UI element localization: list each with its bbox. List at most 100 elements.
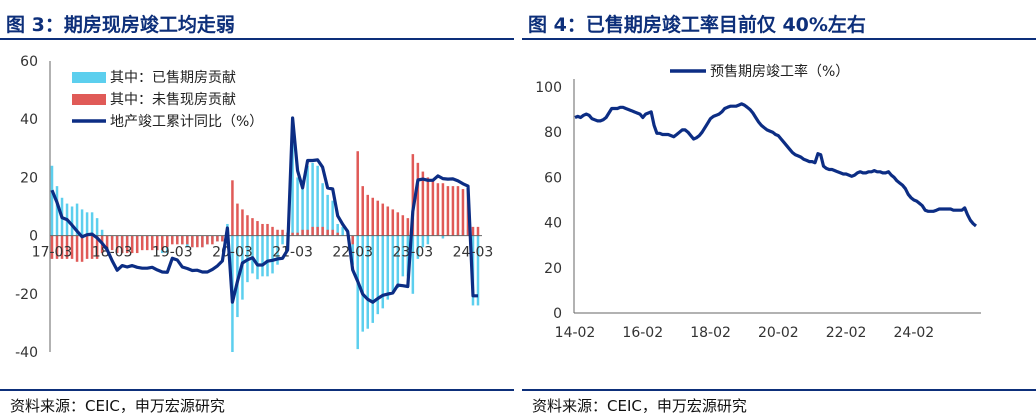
left-bar-unsold — [331, 229, 334, 236]
left-bar-unsold — [351, 235, 354, 245]
left-bar-unsold — [216, 235, 219, 242]
left-y-tick-label: -40 — [15, 345, 38, 361]
left-bar-unsold — [135, 235, 139, 254]
left-bar-sold — [306, 165, 309, 236]
left-bar-sold — [50, 165, 54, 236]
left-bar-unsold — [246, 215, 249, 236]
left-x-tick-label: 24-03 — [453, 245, 494, 261]
left-bar-sold — [476, 235, 480, 306]
left-bar-unsold — [301, 229, 304, 236]
left-bar-unsold — [95, 235, 99, 259]
left-bar-unsold — [361, 186, 364, 236]
left-bar-unsold — [85, 235, 89, 259]
left-bar-unsold — [236, 203, 239, 236]
left-bar-sold — [336, 223, 339, 236]
right-y-tick-label: 40 — [544, 216, 562, 232]
left-bar-unsold — [261, 223, 264, 236]
left-bar-sold — [311, 162, 314, 236]
left-bar-unsold — [145, 235, 149, 251]
left-y-tick-label: -20 — [15, 287, 38, 303]
left-bar-sold — [421, 235, 425, 248]
left-bar-sold — [441, 235, 445, 239]
left-bar-sold — [371, 235, 375, 323]
left-y-tick-label: 20 — [20, 170, 38, 186]
left-bar-unsold — [130, 235, 134, 254]
left-bar-unsold — [80, 235, 84, 262]
left-bar-unsold — [376, 200, 380, 236]
left-bar-sold — [321, 183, 324, 236]
left-bar-unsold — [456, 186, 460, 236]
left-bar-unsold — [396, 212, 400, 236]
left-legend-label: 地产竣工累计同比（%） — [110, 114, 263, 130]
left-bar-unsold — [461, 189, 465, 236]
right-y-tick-label: 60 — [544, 170, 562, 186]
left-bar-sold — [416, 235, 420, 259]
left-bar-sold — [356, 235, 359, 350]
left-bar-sold — [281, 235, 284, 245]
left-x-tick-label: 22-03 — [332, 245, 373, 261]
left-bar-sold — [426, 235, 430, 245]
left-bar-unsold — [316, 226, 319, 236]
left-bar-unsold — [421, 171, 425, 236]
left-bar-sold — [341, 226, 344, 236]
left-bar-unsold — [110, 235, 114, 251]
right-x-tick-label: 16-02 — [622, 325, 663, 341]
left-source-rule — [0, 389, 514, 391]
left-bar-sold — [391, 235, 395, 294]
left-bar-sold — [276, 235, 279, 265]
left-x-tick-label: 20-03 — [212, 245, 253, 261]
left-bar-unsold — [55, 235, 59, 259]
left-bar-unsold — [211, 235, 214, 245]
left-bar-unsold — [231, 180, 234, 236]
left-bar-sold — [90, 212, 94, 236]
left-bar-sold — [75, 203, 79, 236]
right-chart-title: 图 4：已售期房竣工率目前仅 40%左右 — [528, 14, 866, 36]
left-x-tick-label: 19-03 — [152, 245, 193, 261]
right-y-tick-label: 100 — [535, 80, 562, 96]
left-legend-label: 其中：已售期房贡献 — [110, 70, 236, 86]
left-bar-sold — [381, 235, 385, 309]
left-bar-unsold — [446, 186, 450, 236]
right-y-tick-label: 20 — [544, 261, 562, 277]
right-source-rule — [522, 389, 1036, 391]
left-bar-unsold — [426, 177, 430, 236]
left-bar-unsold — [411, 154, 415, 236]
left-bar-unsold — [221, 235, 224, 242]
left-bar-sold — [331, 200, 334, 236]
right-y-tick-label: 0 — [553, 306, 562, 322]
left-bar-unsold — [50, 235, 54, 259]
left-bar-sold — [326, 194, 329, 236]
left-bar-unsold — [186, 235, 189, 245]
left-bar-sold — [70, 206, 74, 236]
right-x-tick-label: 24-02 — [894, 325, 935, 341]
left-bar-unsold — [436, 183, 440, 236]
left-bar-unsold — [176, 235, 179, 245]
left-bar-sold — [55, 186, 59, 236]
left-bar-unsold — [75, 235, 79, 262]
left-bar-unsold — [256, 221, 259, 236]
left-x-tick-label: 18-03 — [92, 245, 133, 261]
left-bar-sold — [271, 235, 274, 274]
left-bar-sold — [95, 218, 99, 236]
left-bar-sold — [406, 235, 410, 277]
left-bar-unsold — [276, 229, 279, 236]
left-bar-sold — [411, 235, 415, 294]
left-bar-unsold — [366, 194, 369, 236]
left-bar-unsold — [115, 235, 119, 254]
left-bar-unsold — [65, 235, 69, 259]
left-bar-unsold — [416, 162, 420, 236]
left-bar-unsold — [201, 235, 204, 248]
left-bar-sold — [251, 235, 254, 274]
left-bar-unsold — [206, 235, 209, 245]
left-y-tick-label: 60 — [20, 54, 38, 70]
right-chart-panel: 图 4：已售期房竣工率目前仅 40%左右 0 20 40 60 80 100 14-02 16… — [522, 0, 1036, 418]
left-bar-sold — [366, 235, 369, 329]
left-bar-sold — [376, 235, 380, 315]
left-bar-unsold — [281, 229, 284, 236]
left-bar-sold — [301, 180, 304, 236]
left-bar-unsold — [90, 235, 94, 259]
left-bar-unsold — [60, 235, 64, 259]
left-bar-unsold — [125, 235, 129, 254]
left-bar-unsold — [406, 218, 410, 236]
